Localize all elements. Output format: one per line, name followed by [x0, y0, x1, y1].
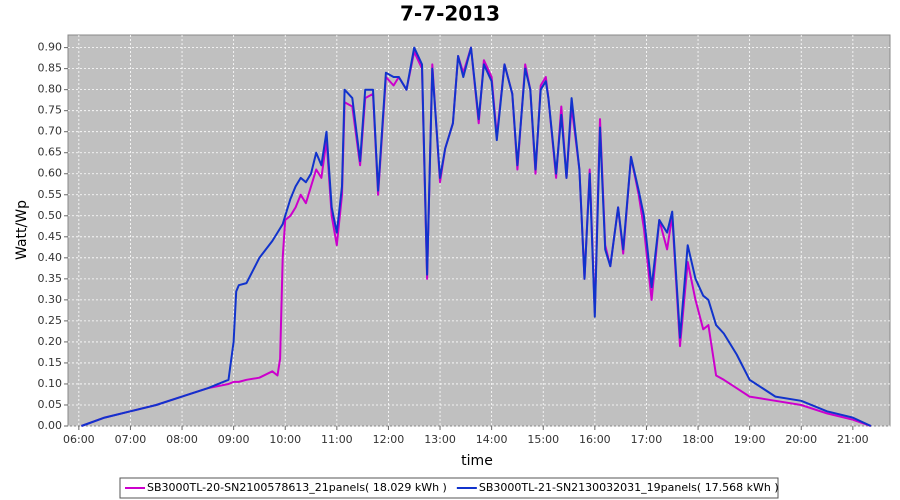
x-axis-label: time — [461, 453, 493, 469]
x-tick-label: 16:00 — [579, 433, 611, 446]
y-tick-label: 0.10 — [38, 377, 63, 390]
y-tick-label: 0.75 — [38, 104, 63, 117]
y-tick-label: 0.60 — [38, 167, 63, 180]
legend — [119, 477, 779, 499]
x-tick-label: 18:00 — [682, 433, 714, 446]
x-tick-label: 11:00 — [321, 433, 353, 446]
x-tick-label: 21:00 — [837, 433, 869, 446]
y-tick-label: 0.15 — [38, 356, 63, 369]
y-tick-label: 0.40 — [38, 251, 63, 264]
x-tick-label: 15:00 — [527, 433, 559, 446]
y-tick-label: 0.25 — [38, 314, 63, 327]
chart-title: 7-7-2013 — [400, 2, 500, 26]
x-tick-label: 09:00 — [218, 433, 250, 446]
plot-area — [67, 34, 891, 427]
x-tick-label: 20:00 — [785, 433, 817, 446]
y-tick-label: 0.20 — [38, 335, 63, 348]
y-tick-label: 0.90 — [38, 41, 63, 54]
y-tick-label: 0.70 — [38, 125, 63, 138]
y-tick-label: 0.45 — [38, 230, 63, 243]
x-tick-label: 19:00 — [734, 433, 766, 446]
y-tick-label: 0.65 — [38, 146, 63, 159]
y-tick-label: 0.30 — [38, 293, 63, 306]
x-tick-label: 07:00 — [115, 433, 147, 446]
y-tick-label: 0.50 — [38, 209, 63, 222]
y-tick-label: 0.00 — [38, 419, 63, 432]
x-tick-label: 14:00 — [476, 433, 508, 446]
x-tick-label: 17:00 — [631, 433, 663, 446]
x-tick-label: 10:00 — [269, 433, 301, 446]
y-tick-label: 0.85 — [38, 62, 63, 75]
x-tick-label: 08:00 — [166, 433, 198, 446]
y-tick-label: 0.55 — [38, 188, 63, 201]
x-tick-label: 13:00 — [424, 433, 456, 446]
y-tick-label: 0.35 — [38, 272, 63, 285]
x-tick-label: 06:00 — [63, 433, 95, 446]
legend-label: SB3000TL-20-SN2100578613_21panels( 18.02… — [147, 481, 447, 494]
series-line — [81, 46, 872, 427]
legend-label: SB3000TL-21-SN2130032031_19panels( 17.56… — [479, 481, 779, 494]
y-axis-label: Watt/Wp — [14, 200, 30, 260]
y-tick-label: 0.80 — [38, 83, 63, 96]
x-tick-label: 12:00 — [373, 433, 405, 446]
y-tick-label: 0.05 — [38, 398, 63, 411]
